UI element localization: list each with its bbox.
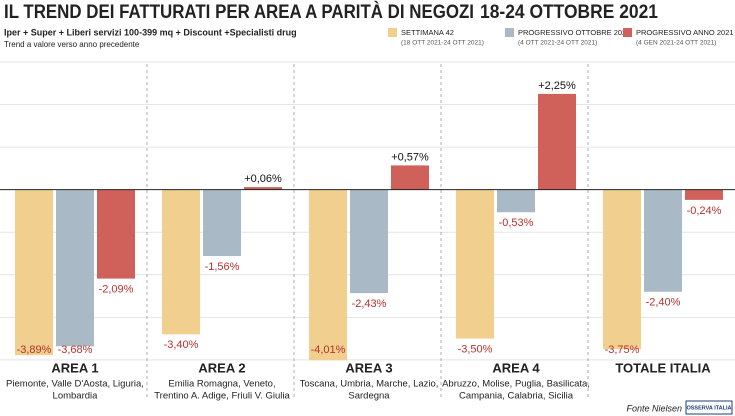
category-label: AREA 4 bbox=[492, 360, 540, 375]
legend-label: PROGRESSIVO ANNO 2021 bbox=[636, 28, 734, 37]
bar bbox=[56, 189, 94, 347]
value-label: -2,40% bbox=[646, 297, 681, 309]
category-description: Emilia Romagna, Veneto, bbox=[168, 379, 275, 390]
category-description: Piemonte, Valle D'Aosta, Liguria, bbox=[6, 379, 144, 390]
bar bbox=[644, 189, 682, 292]
bar bbox=[497, 189, 535, 213]
chart-title: IL TREND DEI FATTURATI PER AREA A PARITÀ… bbox=[4, 1, 474, 23]
value-label: -3,50% bbox=[458, 344, 493, 356]
legend-label: PROGRESSIVO OTTOBRE 2021 bbox=[518, 28, 630, 37]
legend-swatch bbox=[623, 28, 632, 37]
category-description: Abruzzo, Molise, Puglia, Basilicata, bbox=[442, 379, 590, 390]
logo: OSSERVA ITALIA bbox=[686, 405, 731, 411]
source: Fonte Nielsen bbox=[626, 403, 682, 413]
bar bbox=[97, 189, 135, 279]
legend-swatch bbox=[388, 28, 397, 37]
bar bbox=[685, 189, 723, 200]
category-description: Lombardia bbox=[53, 391, 99, 402]
value-label: -2,43% bbox=[352, 298, 387, 310]
bar bbox=[456, 189, 494, 339]
category-description: Campania, Calabria, Sicilia bbox=[459, 391, 574, 402]
value-label: -1,56% bbox=[205, 261, 240, 273]
bar bbox=[538, 93, 576, 190]
value-label: -3,89% bbox=[17, 344, 52, 356]
category-description: Sardegna bbox=[348, 391, 390, 402]
bar bbox=[162, 189, 200, 335]
bar bbox=[309, 189, 347, 361]
category-description: Trentino A. Adige, Friuli V. Giulia bbox=[154, 391, 290, 402]
value-label: -3,68% bbox=[58, 344, 93, 356]
category-label: TOTALE ITALIA bbox=[615, 360, 711, 375]
value-label: -3,40% bbox=[164, 339, 199, 351]
bar bbox=[391, 165, 429, 190]
bar bbox=[603, 189, 641, 350]
legend-label: SETTIMANA 42 bbox=[401, 28, 454, 37]
legend-period: (4 OTT 2021-24 OTT 2021) bbox=[518, 40, 597, 47]
value-label: -2,09% bbox=[99, 284, 134, 296]
legend-period: (4 GEN 2021-24 OTT 2021) bbox=[636, 40, 716, 47]
category-label: AREA 2 bbox=[198, 360, 245, 375]
legend-swatch bbox=[505, 28, 514, 37]
value-label: -4,01% bbox=[311, 344, 346, 356]
value-label: -0,24% bbox=[687, 205, 722, 217]
chart-title-date: 18-24 OTTOBRE 2021 bbox=[480, 2, 658, 23]
bar bbox=[203, 189, 241, 257]
category-description: Toscana, Umbria, Marche, Lazio, bbox=[300, 379, 439, 390]
bar bbox=[244, 187, 282, 190]
value-label: +0,57% bbox=[391, 151, 429, 163]
logo-box bbox=[685, 400, 733, 415]
legend-period: (18 OTT 2021-24 OTT 2021) bbox=[401, 40, 484, 47]
category-label: AREA 1 bbox=[51, 360, 98, 375]
value-label: +2,25% bbox=[538, 80, 576, 92]
chart-note: Trend a valore verso anno precedente bbox=[4, 40, 140, 49]
category-label: AREA 3 bbox=[345, 360, 392, 375]
bar bbox=[15, 189, 53, 356]
value-label: -3,75% bbox=[605, 344, 640, 356]
value-label: +0,06% bbox=[244, 173, 282, 185]
chart-subtitle: Iper + Super + Liberi servizi 100-399 mq… bbox=[4, 27, 297, 37]
value-label: -0,53% bbox=[499, 217, 534, 229]
bar bbox=[350, 189, 388, 294]
